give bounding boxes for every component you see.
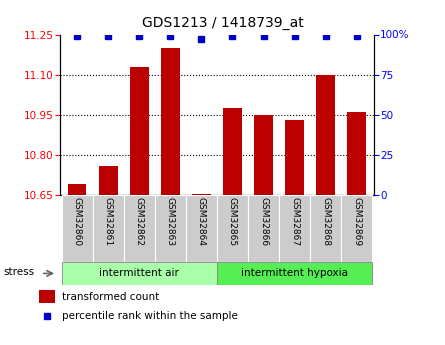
Bar bbox=[217, 262, 372, 285]
Bar bbox=[348, 112, 366, 195]
Bar bbox=[223, 108, 242, 195]
Bar bbox=[99, 166, 117, 195]
Bar bbox=[186, 195, 217, 262]
Bar bbox=[124, 195, 155, 262]
Text: GSM32860: GSM32860 bbox=[73, 197, 82, 246]
Bar bbox=[192, 194, 211, 195]
Text: GSM32864: GSM32864 bbox=[197, 197, 206, 246]
Bar bbox=[279, 195, 310, 262]
Text: GDS1213 / 1418739_at: GDS1213 / 1418739_at bbox=[142, 16, 303, 30]
Text: percentile rank within the sample: percentile rank within the sample bbox=[62, 311, 238, 321]
Text: GSM32862: GSM32862 bbox=[135, 197, 144, 246]
Text: GSM32868: GSM32868 bbox=[321, 197, 330, 246]
Bar bbox=[61, 195, 93, 262]
Bar bbox=[316, 75, 335, 195]
Bar bbox=[130, 67, 149, 195]
Bar bbox=[310, 195, 341, 262]
Bar bbox=[61, 262, 217, 285]
Bar bbox=[285, 120, 304, 195]
Bar bbox=[155, 195, 186, 262]
Bar bbox=[217, 195, 248, 262]
Text: transformed count: transformed count bbox=[62, 292, 159, 302]
Bar bbox=[68, 184, 86, 195]
Text: GSM32865: GSM32865 bbox=[228, 197, 237, 246]
Text: GSM32861: GSM32861 bbox=[104, 197, 113, 246]
Bar bbox=[93, 195, 124, 262]
Bar bbox=[248, 195, 279, 262]
Text: intermittent air: intermittent air bbox=[99, 268, 179, 278]
Text: stress: stress bbox=[3, 267, 34, 277]
Text: GSM32866: GSM32866 bbox=[259, 197, 268, 246]
Bar bbox=[161, 48, 180, 195]
Text: GSM32869: GSM32869 bbox=[352, 197, 361, 246]
Text: GSM32867: GSM32867 bbox=[290, 197, 299, 246]
Bar bbox=[254, 115, 273, 195]
Text: GSM32863: GSM32863 bbox=[166, 197, 175, 246]
Bar bbox=[341, 195, 372, 262]
Bar bbox=[40, 290, 54, 304]
Text: intermittent hypoxia: intermittent hypoxia bbox=[241, 268, 348, 278]
